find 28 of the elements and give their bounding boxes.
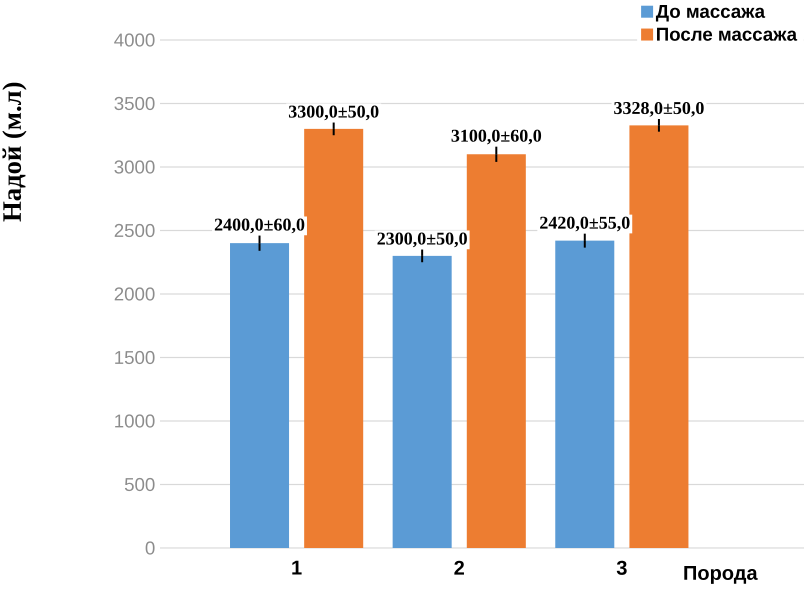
bar [304, 128, 364, 548]
bar [555, 240, 614, 548]
data-label: 3100,0±60,0 [452, 130, 542, 144]
y-tick-label: 3000 [114, 160, 155, 174]
y-axis-title: Надой (м.л) [2, 82, 26, 222]
x-tick-label: 1 [292, 560, 302, 574]
y-tick-label: 4000 [114, 33, 155, 47]
bar [230, 243, 290, 548]
y-tick-label: 1500 [115, 350, 155, 364]
data-label: 3300,0±50,0 [288, 106, 378, 120]
x-tick-label: 2 [454, 560, 464, 575]
legend-label: До массажа [656, 4, 766, 22]
y-tick-label: 2500 [114, 224, 155, 238]
legend-label: После массажа [657, 28, 798, 41]
x-tick-label: 3 [616, 560, 627, 575]
y-tick-label: 3500 [114, 96, 155, 110]
y-tick-label: 0 [146, 541, 155, 555]
data-label: 2300,0±50,0 [377, 232, 467, 248]
y-tick-label: 2000 [114, 287, 155, 301]
y-tick-label: 500 [124, 478, 155, 492]
bar [392, 256, 452, 548]
bar [629, 125, 688, 548]
data-label: 2400,0±60,0 [214, 218, 304, 234]
y-tick-label: 1000 [115, 414, 155, 428]
x-axis-title: Порода [684, 566, 758, 584]
data-label: 3328,0±50,0 [614, 102, 704, 117]
bar [466, 154, 526, 548]
data-label: 2420,0±55,0 [540, 216, 630, 232]
